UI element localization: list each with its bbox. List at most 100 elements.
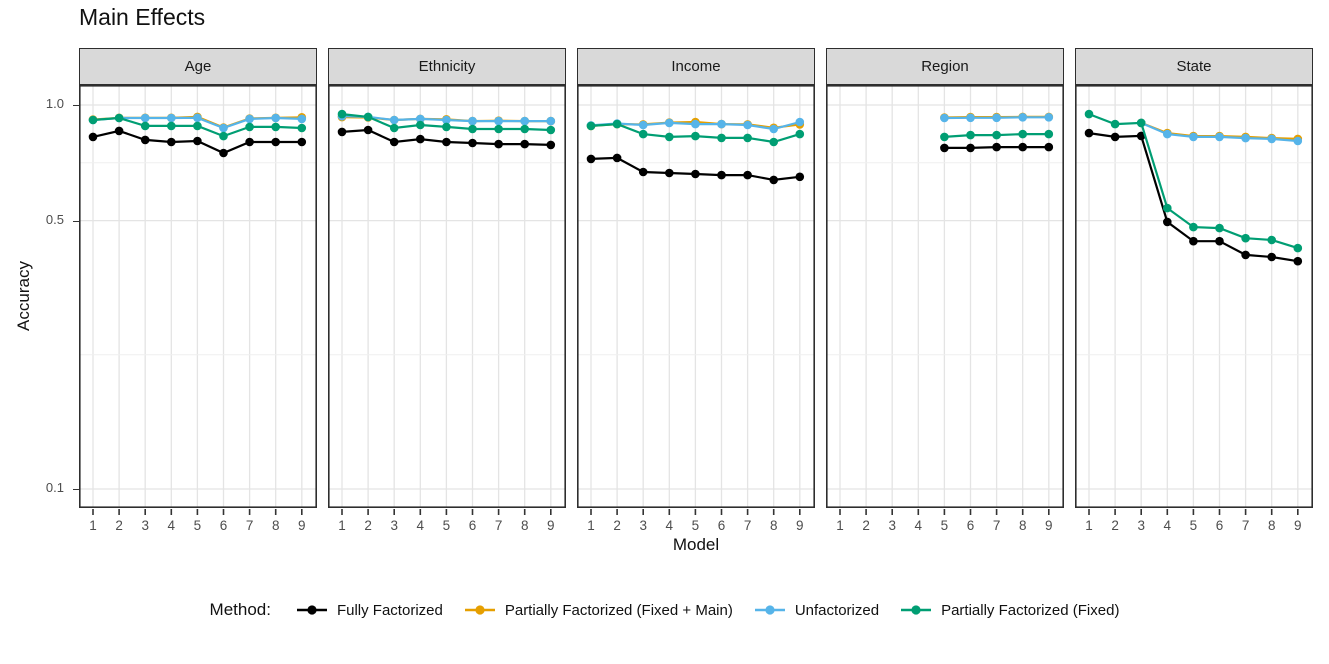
data-point <box>769 175 778 185</box>
x-tick-label: 7 <box>246 518 254 533</box>
series-partially-factorized-fixed <box>940 129 1054 142</box>
data-point <box>271 122 280 132</box>
data-point <box>743 170 752 180</box>
x-tick-label: 2 <box>364 518 372 533</box>
data-point <box>638 129 648 139</box>
data-point <box>297 114 307 124</box>
facet-grid: Age 1 2 3 4 5 6 7 8 9 Ethnicity 1 2 3 4 5 6 7 8 9 Income 1 2 3 4… <box>79 48 1313 556</box>
facet-strip-label: Income <box>577 48 815 85</box>
data-point <box>337 127 347 137</box>
data-point <box>638 167 648 177</box>
data-point <box>245 122 254 132</box>
data-point <box>416 114 425 124</box>
data-point <box>167 121 176 131</box>
plot-title: Main Effects <box>79 4 206 30</box>
x-tick-label: 8 <box>272 518 280 533</box>
data-point <box>612 119 622 129</box>
legend-entry-label: Partially Factorized (Fixed + Main) <box>504 601 733 619</box>
x-tick-label: 4 <box>915 518 923 533</box>
data-point <box>1215 236 1224 246</box>
legend-entry-label: Fully Factorized <box>336 601 443 619</box>
data-point <box>363 125 373 135</box>
panel-border <box>328 85 566 508</box>
data-point <box>363 112 373 122</box>
data-point <box>1215 223 1224 233</box>
data-point <box>586 154 596 164</box>
x-tick-label: 4 <box>666 518 674 533</box>
data-point <box>1189 222 1198 232</box>
facet-panel: 1 2 3 4 5 6 7 8 9 <box>1075 85 1313 533</box>
data-point <box>691 169 700 179</box>
y-tick-label-0.5: 0.5 <box>45 212 64 227</box>
facet-region: Region 1 2 3 4 5 6 7 8 9 <box>826 48 1064 556</box>
facet-ethnicity: Ethnicity 1 2 3 4 5 6 7 8 9 <box>328 48 566 556</box>
x-tick-label: 9 <box>547 518 555 533</box>
x-axis-title: Model <box>672 535 720 554</box>
series-fully-factorized <box>940 142 1054 153</box>
data-point <box>1189 236 1198 246</box>
data-point <box>717 119 726 129</box>
data-point <box>665 168 674 178</box>
x-tick-label: 5 <box>1190 518 1198 533</box>
legend-title: Method: <box>209 600 271 619</box>
data-point <box>992 113 1001 123</box>
data-point <box>416 134 425 144</box>
x-tick-label: 5 <box>443 518 451 533</box>
x-tick-label: 5 <box>194 518 202 533</box>
series-partially-factorized-fixed <box>337 109 556 135</box>
facet-age: Age 1 2 3 4 5 6 7 8 9 <box>79 48 317 556</box>
data-point <box>245 114 254 124</box>
x-tick-label: 7 <box>495 518 503 533</box>
data-point <box>966 130 975 140</box>
x-tick-label: 1 <box>89 518 97 533</box>
data-point <box>167 137 176 147</box>
data-point <box>219 131 228 141</box>
x-tick-label: 3 <box>639 518 647 533</box>
data-point <box>297 137 307 147</box>
data-point <box>442 115 451 125</box>
data-point <box>1267 252 1276 262</box>
series-fully-factorized <box>88 126 307 158</box>
data-point <box>769 124 778 134</box>
data-point <box>442 122 451 132</box>
data-point <box>389 137 399 147</box>
x-tick-label: 2 <box>115 518 123 533</box>
x-tick-label: 1 <box>1085 518 1093 533</box>
x-tick-label: 2 <box>613 518 621 533</box>
data-point <box>494 139 503 149</box>
legend-entry-partially-factorized-fixed: Partially Factorized (Fixed) <box>899 602 1119 619</box>
data-point <box>586 121 596 131</box>
y-tick-label-0.1: 0.1 <box>45 480 64 495</box>
data-point <box>271 137 280 147</box>
facet-strip-label: Ethnicity <box>328 48 566 85</box>
y-tick-mark <box>73 221 79 222</box>
data-point <box>992 130 1001 140</box>
facet-income: Income 1 2 3 4 5 6 7 8 9 <box>577 48 815 556</box>
series-fully-factorized <box>586 153 805 185</box>
series-unfactorized <box>940 113 1054 123</box>
data-point <box>416 120 425 130</box>
y-tick-mark <box>73 105 79 106</box>
data-point <box>1044 113 1054 122</box>
data-point <box>940 113 949 123</box>
data-point <box>468 124 477 134</box>
data-point <box>1293 243 1303 253</box>
data-point <box>520 139 529 149</box>
data-point <box>940 132 949 142</box>
x-tick-label: 8 <box>521 518 529 533</box>
x-tick-label: 6 <box>220 518 228 533</box>
facet-panel: 1 2 3 4 5 6 7 8 9 <box>826 85 1064 533</box>
data-point <box>114 126 124 136</box>
x-tick-label: 6 <box>1216 518 1224 533</box>
facet-panel: 1 2 3 4 5 6 7 8 9 <box>79 85 317 533</box>
data-point <box>546 116 556 126</box>
data-point <box>1215 132 1224 142</box>
data-point <box>1241 233 1250 243</box>
legend-entry-unfactorized: Unfactorized <box>753 602 879 619</box>
data-point <box>1267 134 1276 144</box>
x-tick-label: 7 <box>744 518 752 533</box>
data-point <box>114 113 124 123</box>
data-point <box>1163 217 1172 227</box>
data-point <box>638 120 648 130</box>
panel-border <box>826 85 1064 508</box>
